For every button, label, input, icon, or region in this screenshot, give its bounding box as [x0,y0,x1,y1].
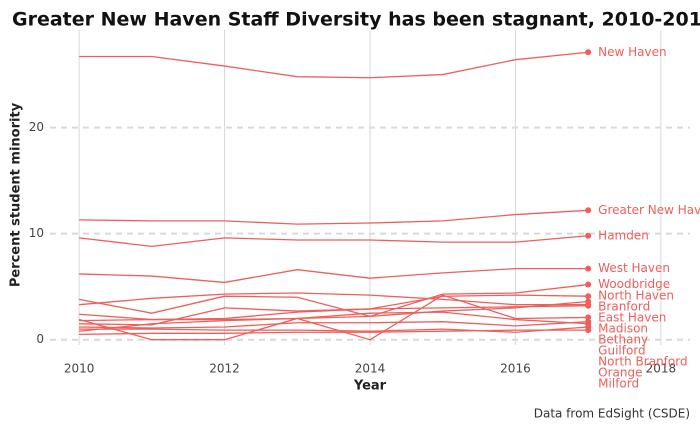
x-tick-label: 2014 [355,362,386,376]
series-label: New Haven [598,45,666,59]
end-point [585,314,592,321]
y-tick-label: 20 [29,120,44,134]
series-line [79,209,589,225]
series-label: Madison [598,322,648,336]
end-point [585,302,592,309]
series-line [79,311,589,332]
x-axis-label: Year [353,379,387,394]
series-label: North Haven [598,289,674,303]
series-line [79,305,589,326]
end-point [585,265,592,272]
series-line [78,283,589,318]
series-line [79,321,589,329]
series-line [79,300,589,321]
series-line [79,326,589,333]
series-label: Bethany [598,333,648,347]
x-tick-label: 2010 [64,362,95,376]
x-tick-label: 2012 [209,362,240,376]
series-label: West Haven [598,261,670,275]
series-line [79,51,589,79]
end-point [585,293,592,300]
y-axis-label: Percent student minority [9,102,24,287]
end-point [585,49,592,56]
series-label: Milford [598,377,639,391]
x-tick-label: 2016 [500,362,531,376]
end-point [585,327,592,334]
x-tick-label: 2018 [646,362,677,376]
series-line [79,267,589,284]
series-label: North Branford [598,355,687,369]
series-label: Orange [598,366,642,380]
end-point [585,232,592,239]
end-point [585,207,592,214]
caption: Data from EdSight (CSDE) [534,407,690,421]
series-label: East Haven [598,311,666,325]
series-label: Branford [598,300,650,314]
series-label: Hamden [598,228,649,242]
y-tick-label: 10 [29,226,44,240]
series-line [78,294,589,341]
series-label: Greater New Haven [598,203,700,217]
series-line [79,329,589,336]
chart-title: Greater New Haven Staff Diversity has be… [12,9,700,31]
series-line [79,292,589,306]
y-tick-label: 0 [36,332,44,346]
series-label: Guilford [598,344,645,358]
series-label: Woodbridge [598,277,670,291]
series-line [79,235,589,248]
end-point [585,281,592,288]
